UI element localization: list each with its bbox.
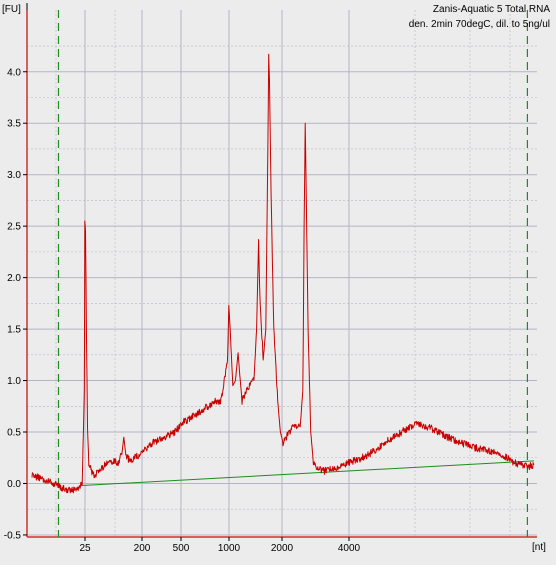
baseline-line: [81, 460, 535, 487]
x-tick-label: 500: [173, 543, 190, 554]
x-axis-ticks: 25 200 500 1000 2000 4000: [79, 537, 361, 554]
y-axis-ticks: -0.5 0.0 0.5 1.0 1.5 2.0 2.5 3.0 3.5 4.0: [4, 67, 27, 541]
electropherogram-trace: [31, 53, 535, 494]
x-tick-label: 25: [79, 543, 91, 554]
chart-title-line-2: den. 2min 70degC, dil. to 5ng/ul: [409, 19, 550, 30]
y-tick-label: 3.0: [7, 170, 21, 181]
y-tick-label: 1.0: [7, 376, 21, 387]
y-tick-label: 2.5: [7, 222, 21, 233]
x-tick-label: 1000: [218, 543, 241, 554]
grid-lines: [27, 10, 537, 537]
y-tick-label: 1.5: [7, 325, 21, 336]
trace-group: [31, 53, 535, 494]
y-tick-label: 0.0: [7, 479, 21, 490]
y-tick-label: 2.0: [7, 273, 21, 284]
x-tick-label: 200: [134, 543, 151, 554]
y-tick-label: 4.0: [7, 67, 21, 78]
x-axis-label: [nt]: [532, 542, 546, 553]
x-tick-label: 2000: [271, 543, 294, 554]
y-axis-label: [FU]: [2, 4, 21, 15]
chart-title-line-1: Zanis-Aquatic 5 Total RNA: [433, 4, 550, 15]
y-tick-label: -0.5: [4, 530, 22, 541]
y-tick-label: 3.5: [7, 119, 21, 130]
y-tick-label: 0.5: [7, 428, 21, 439]
x-tick-label: 4000: [338, 543, 361, 554]
baseline-group: [81, 460, 535, 487]
marker-lines: [57, 10, 528, 537]
